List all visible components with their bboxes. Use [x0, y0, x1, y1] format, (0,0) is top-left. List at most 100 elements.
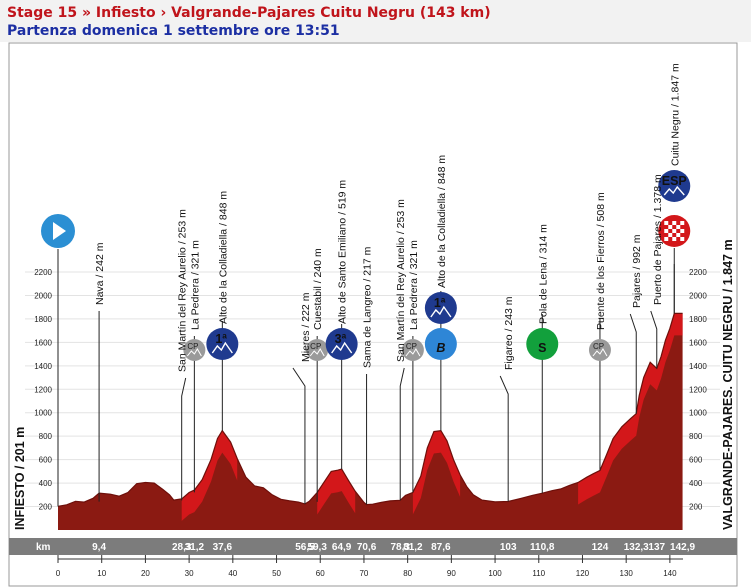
climb-highlight	[578, 313, 683, 505]
waypoint-label: Puente de los Fierros / 508 m	[595, 192, 607, 330]
climb-category-text: ESP	[662, 174, 687, 188]
cp-icon-text: CP	[310, 342, 321, 351]
y-tick-label-right: 600	[689, 456, 703, 465]
y-tick-label-left: 1000	[34, 409, 52, 418]
cp-icon	[401, 339, 424, 361]
finish-check	[672, 221, 677, 225]
y-tick-label-left: 200	[39, 503, 53, 512]
waypoint-label: San Martín del Rey Aurelio / 253 m	[395, 199, 407, 362]
waypoint-label: Puerto de Pajares / 1.378 m	[652, 174, 664, 305]
waypoint-label: La Pedrera / 321 m	[408, 240, 420, 330]
bonus-icon-text: B	[436, 341, 445, 355]
y-tick-label-left: 400	[39, 479, 53, 488]
leader-line	[399, 367, 405, 501]
climb-highlight	[181, 430, 238, 521]
y-tick-label-right: 1800	[689, 315, 707, 324]
x-tick-label: 80	[403, 569, 412, 578]
finish-check	[668, 225, 673, 229]
y-tick-label-right: 1400	[689, 362, 707, 371]
sprint-icon	[526, 328, 559, 360]
y-tick-label-right: 1200	[689, 385, 707, 394]
km-marker-label: 110,8	[530, 542, 555, 553]
x-tick-label: 50	[272, 569, 281, 578]
mountain-glyph	[309, 348, 325, 357]
climb-highlight	[412, 430, 461, 515]
km-marker-label: 59,3	[307, 542, 327, 553]
climb-highlight	[317, 469, 356, 515]
finish-check	[664, 221, 669, 225]
leader-line	[650, 310, 658, 369]
km-marker-label: 87,6	[431, 542, 451, 553]
x-tick-label: 30	[185, 569, 194, 578]
finish-check	[672, 229, 677, 233]
finish-check	[676, 225, 681, 229]
y-tick-label-left: 600	[39, 456, 53, 465]
mountain-glyph	[186, 348, 202, 357]
y-tick-label-right: 1600	[689, 338, 707, 347]
x-tick-label: 60	[316, 569, 325, 578]
stage-title: Stage 15 » Infiesto › Valgrande-Pajares …	[7, 5, 491, 21]
leader-line	[629, 313, 637, 414]
km-marker-label: 70,6	[357, 542, 377, 553]
bonus-icon	[424, 328, 457, 360]
x-tick-label: 130	[620, 569, 634, 578]
x-tick-label: 40	[228, 569, 237, 578]
start-time: Partenza domenica 1 settembre ore 13:51	[7, 23, 340, 39]
y-tick-label-left: 800	[39, 432, 53, 441]
cp-icon	[183, 339, 206, 361]
header-bar: Stage 15 » Infiesto › Valgrande-Pajares …	[0, 0, 751, 42]
x-tick-label: 100	[488, 569, 502, 578]
km-marker-label: 64,9	[332, 542, 352, 553]
mountain-glyph	[211, 341, 233, 354]
km-marker-label: 103	[500, 542, 517, 553]
waypoint-label: Mieres / 222 m	[300, 292, 312, 362]
climb-1a-icon	[206, 328, 239, 360]
mountain-glyph	[663, 185, 685, 196]
x-tick-label: 10	[97, 569, 106, 578]
cp-icon-text: CP	[187, 342, 198, 351]
y-tick-label-right: 200	[689, 503, 703, 512]
finish-check	[672, 237, 677, 241]
waypoint-label: Pola de Lena / 314 m	[537, 224, 549, 324]
km-marker-label: 132,3	[624, 542, 649, 553]
y-tick-label-right: 400	[689, 479, 703, 488]
km-marker-label: 124	[592, 542, 609, 553]
waypoint-label: La Pedrera / 321 m	[189, 240, 201, 330]
mountain-glyph	[430, 305, 452, 318]
x-tick-label: 90	[447, 569, 456, 578]
cp-icon-text: CP	[593, 342, 604, 351]
x-tick-label: 20	[141, 569, 150, 578]
y-tick-label-right: 800	[689, 432, 703, 441]
y-tick-label-left: 2000	[34, 291, 52, 300]
km-bar	[9, 538, 737, 555]
climb-category-text: 1ª	[434, 296, 446, 310]
km-marker-label: 31,2	[185, 542, 205, 553]
y-tick-label-right: 1000	[689, 409, 707, 418]
leader-line	[499, 375, 509, 502]
waypoint-label: Alto de la Colladiella / 848 m	[436, 155, 448, 288]
x-tick-label: 0	[56, 569, 61, 578]
finish-check	[680, 221, 685, 225]
climb-category-text: 1ª	[215, 332, 227, 346]
km-marker-label: 137	[648, 542, 665, 553]
y-tick-label-right: 2200	[689, 268, 707, 277]
finish-check	[664, 237, 669, 241]
profile-outline	[57, 312, 683, 507]
waypoint-label: Alto de Santo Emiliano / 519 m	[337, 180, 349, 324]
finish-check	[668, 233, 673, 237]
waypoint-label: Cuitu Negru / 1.847 m	[669, 63, 681, 166]
km-marker-label: 9,4	[92, 542, 106, 553]
finish-check	[680, 237, 685, 241]
km-marker-label: 81,2	[403, 542, 423, 553]
y-tick-label-left: 1200	[34, 385, 52, 394]
waypoint-label: San Martín del Rey Aurelio / 253 m	[177, 209, 189, 372]
profile-area	[58, 313, 683, 530]
waypoint-label: Sama de Langreo / 217 m	[362, 246, 374, 368]
mountain-glyph	[331, 341, 353, 354]
finish-check	[664, 229, 669, 233]
km-marker-label: 28,3	[172, 542, 192, 553]
km-marker-label: 37,6	[213, 542, 233, 553]
waypoint-label: Cuestabil / 240 m	[312, 248, 324, 330]
cp-icon-text: CP	[406, 342, 417, 351]
finish-check	[676, 233, 681, 237]
